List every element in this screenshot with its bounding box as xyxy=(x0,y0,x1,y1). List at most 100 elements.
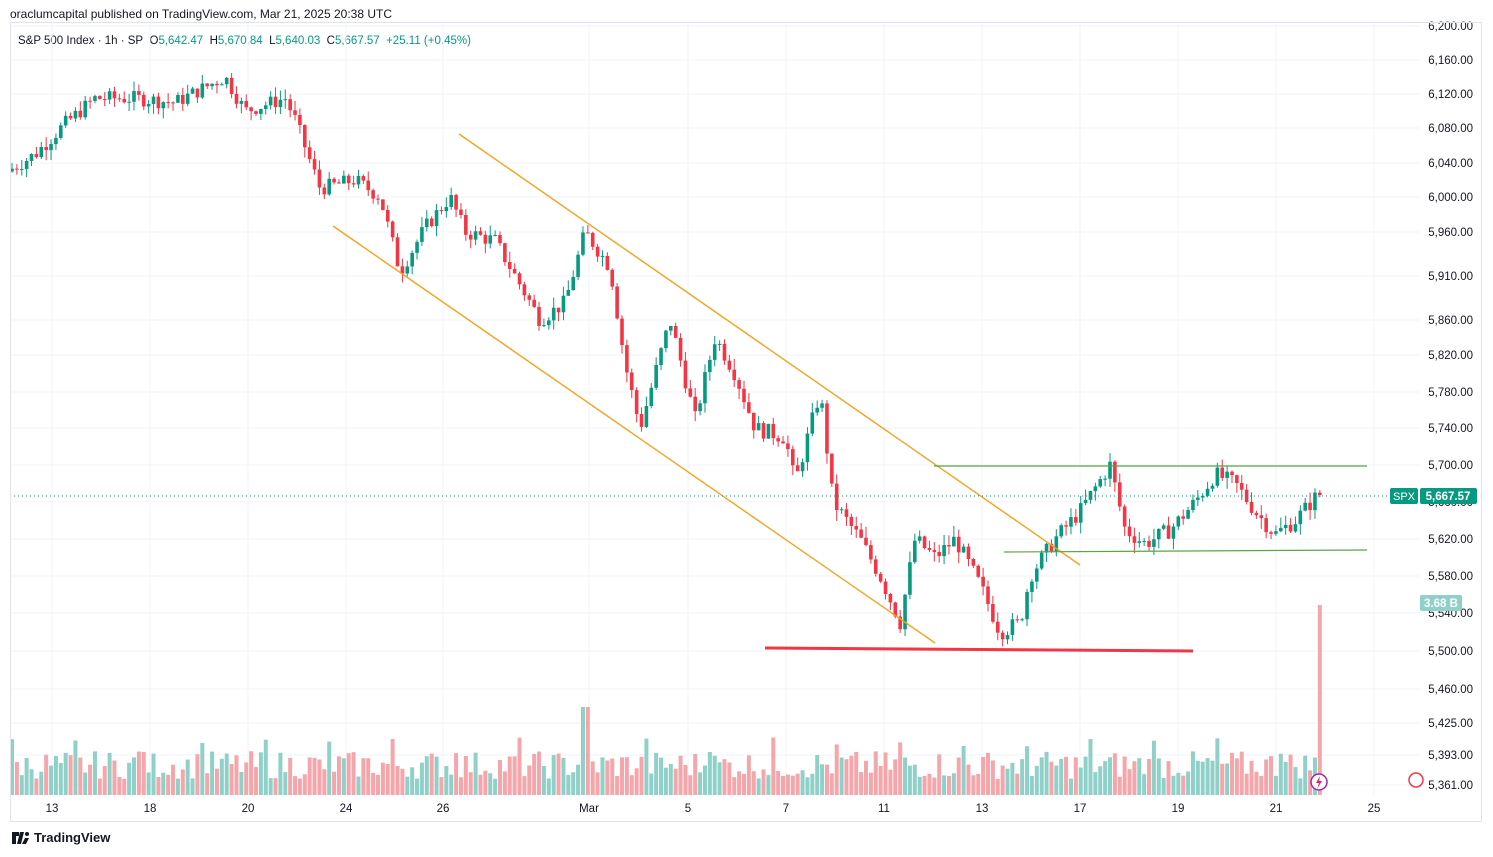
candle-body xyxy=(29,154,34,161)
volume-bar xyxy=(263,739,268,795)
candle-body xyxy=(19,169,24,171)
volume-bar xyxy=(1005,768,1010,795)
y-tick-label: 6,000.00 xyxy=(1428,192,1473,204)
y-tick-label: 5,393.00 xyxy=(1428,750,1473,762)
candle-body xyxy=(888,594,893,603)
candle-body xyxy=(600,255,605,257)
volume-bar xyxy=(907,765,912,795)
volume-bar xyxy=(439,777,444,795)
volume-bar xyxy=(1112,753,1117,795)
candle-body xyxy=(654,364,658,388)
candle-body xyxy=(1098,479,1103,487)
volume-bar xyxy=(673,768,678,795)
candle-body xyxy=(366,180,371,191)
candle-body xyxy=(1200,495,1205,498)
candle-body xyxy=(444,207,449,212)
volume-bar xyxy=(605,760,610,795)
volume-bar xyxy=(151,753,156,795)
candle-body xyxy=(717,343,722,345)
volume-bar xyxy=(307,757,312,795)
x-tick-label: 18 xyxy=(144,803,157,815)
volume-bar xyxy=(1059,758,1064,795)
volume-bar xyxy=(1239,751,1244,795)
candle-body xyxy=(464,215,468,235)
candle-body xyxy=(171,102,175,104)
volume-bar xyxy=(376,774,380,795)
volume-bar xyxy=(341,758,346,795)
volume-bar xyxy=(190,778,195,795)
candle-body xyxy=(107,91,112,100)
volume-bar xyxy=(1025,746,1030,795)
candle-body xyxy=(1030,581,1034,592)
candle-body xyxy=(956,536,961,553)
volume-bar xyxy=(1127,769,1132,795)
volume-bar xyxy=(868,772,873,795)
candle-body xyxy=(493,235,497,237)
legend-close-label: C xyxy=(326,35,335,47)
volume-bar xyxy=(1195,760,1200,795)
volume-bar xyxy=(1308,770,1313,795)
candle-body xyxy=(708,359,712,373)
candle-body xyxy=(68,115,73,119)
volume-bar xyxy=(1137,758,1142,795)
candle-body xyxy=(849,516,854,526)
candle-body xyxy=(176,95,180,103)
volume-bar xyxy=(1200,761,1205,795)
volume-bar xyxy=(395,765,400,795)
volume-bar xyxy=(449,774,454,795)
candle-body xyxy=(400,266,405,274)
candle-body xyxy=(156,96,161,109)
volume-bar xyxy=(912,764,917,795)
volume-bar xyxy=(92,751,97,795)
volume-bar xyxy=(502,771,507,795)
candle-body xyxy=(776,438,780,442)
candle-body xyxy=(39,147,44,158)
candle-body xyxy=(166,102,170,104)
candle-body xyxy=(317,169,322,188)
y-tick-label: 5,780.00 xyxy=(1428,387,1473,399)
candle-body xyxy=(995,621,1000,633)
candle-body xyxy=(59,125,63,138)
candle-body xyxy=(215,83,219,86)
candle-body xyxy=(483,234,488,244)
candle-body xyxy=(1205,488,1210,496)
tradingview-logo[interactable]: TradingView xyxy=(12,830,110,845)
volume-bar xyxy=(580,707,585,795)
volume-bar xyxy=(766,774,771,795)
candle-body xyxy=(1166,525,1171,539)
candle-body xyxy=(1239,483,1244,490)
y-tick-label: 6,080.00 xyxy=(1428,123,1473,135)
volume-bar xyxy=(903,757,908,795)
candle-body xyxy=(517,273,522,285)
candle-body xyxy=(859,529,863,538)
volume-bar xyxy=(83,772,88,795)
volume-bar xyxy=(1254,771,1259,795)
volume-bar xyxy=(761,769,766,795)
volume-bar xyxy=(742,773,746,795)
volume-bar xyxy=(1151,740,1156,795)
volume-bar xyxy=(1039,757,1044,795)
candle-body xyxy=(381,199,385,210)
candle-body xyxy=(1318,492,1322,495)
volume-bar xyxy=(1147,758,1152,795)
volume-bar xyxy=(63,752,68,795)
volume-bar xyxy=(254,767,258,795)
volume-bar xyxy=(888,769,893,795)
volume-bar xyxy=(366,758,371,795)
candle-body xyxy=(268,96,273,106)
candle-body xyxy=(234,93,239,104)
candle-body xyxy=(1293,524,1298,532)
candle-body xyxy=(146,104,151,107)
volume-bar xyxy=(561,757,566,795)
candle-body xyxy=(786,443,790,450)
candle-body xyxy=(903,594,907,630)
volume-bar xyxy=(1166,761,1171,795)
volume-bar xyxy=(258,752,263,795)
candle-body xyxy=(98,96,102,100)
candle-body xyxy=(791,449,795,466)
volume-bar xyxy=(429,753,434,795)
y-tick-label: 5,820.00 xyxy=(1428,350,1473,362)
volume-bar xyxy=(1210,760,1215,795)
volume-bar xyxy=(995,778,1000,795)
